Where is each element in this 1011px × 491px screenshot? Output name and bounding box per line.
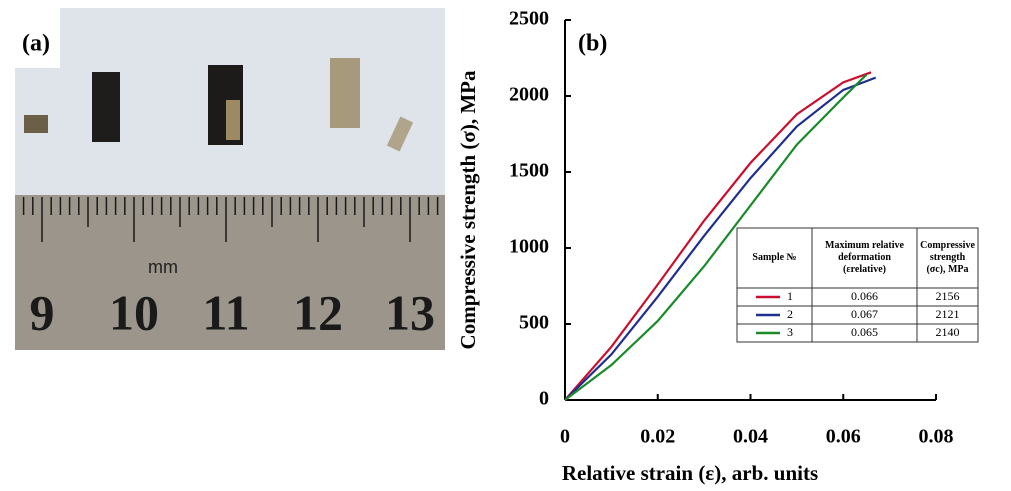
table-cell: 2 xyxy=(787,307,793,321)
ruler-number: 11 xyxy=(202,284,249,340)
y-tick-label: 500 xyxy=(519,312,549,334)
ruler-number: 13 xyxy=(385,284,435,340)
ruler-number: 10 xyxy=(109,284,159,340)
panel-label: (b) xyxy=(578,31,607,57)
ruler-number: 9 xyxy=(30,284,55,340)
table-cell: 3 xyxy=(787,325,793,339)
x-tick-label: 0.08 xyxy=(919,426,954,448)
y-tick-label: 1500 xyxy=(509,160,549,182)
table-cell: 1 xyxy=(787,289,793,303)
ruler-unit: mm xyxy=(148,257,178,277)
y-axis-label: Compressive strength (σ), MPa xyxy=(456,70,480,349)
sample-piece xyxy=(330,58,360,128)
figure: (a) mm (b) Relative strain (ε), arb. uni… xyxy=(0,0,1011,491)
x-tick-label: 0.02 xyxy=(640,426,675,448)
table-cell: 2121 xyxy=(936,307,960,321)
x-tick-label: 0.06 xyxy=(826,426,861,448)
table-cell: 0.065 xyxy=(851,325,878,339)
table-cell: 0.066 xyxy=(851,289,878,303)
table-cell: 2140 xyxy=(936,325,960,339)
y-tick-label: 1000 xyxy=(509,236,549,258)
table-cell: 0.067 xyxy=(851,307,878,321)
x-tick-label: 0 xyxy=(560,426,570,448)
table-header: Sample № xyxy=(752,252,796,263)
x-axis-label: Relative strain (ε), arb. units xyxy=(562,461,818,485)
y-tick-label: 0 xyxy=(539,388,549,410)
x-tick-label: 0.04 xyxy=(733,426,768,448)
table-cell: 2156 xyxy=(936,289,960,303)
sample-piece xyxy=(226,100,240,140)
sample-piece xyxy=(24,115,48,133)
sample-piece xyxy=(92,72,120,142)
panel-label: (a) xyxy=(22,31,50,57)
y-tick-label: 2000 xyxy=(509,84,549,106)
ruler-number: 12 xyxy=(293,284,343,340)
y-tick-label: 2500 xyxy=(509,8,549,30)
